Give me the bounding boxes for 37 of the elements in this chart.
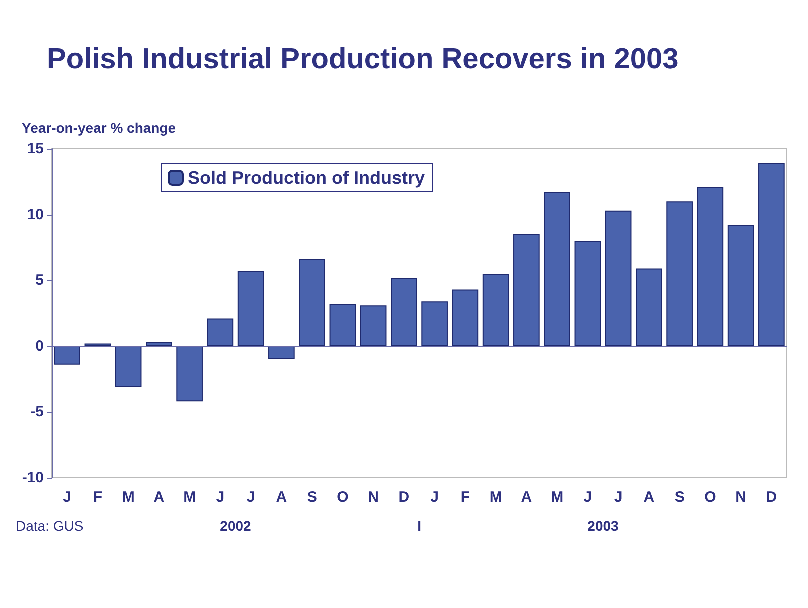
x-tick-label: A — [644, 489, 655, 506]
x-tick-label: J — [584, 489, 592, 506]
text: 2002 — [220, 518, 252, 534]
x-tick-label: J — [614, 489, 623, 506]
x-tick-label: M — [490, 489, 502, 506]
y-tick-label: -5 — [30, 404, 44, 421]
x-tick-label: M — [551, 489, 564, 506]
text: 2003 — [588, 518, 620, 534]
x-tick-label: S — [674, 489, 685, 506]
x-tick-label: A — [276, 489, 288, 506]
x-tick-label: N — [736, 489, 746, 506]
chart-title: Polish Industrial Production Recovers in 2003 — [47, 44, 679, 76]
x-tick-label: J — [216, 489, 225, 506]
x-tick-label: D — [766, 489, 778, 506]
x-tick-label: A — [154, 489, 165, 506]
y-tick-label: -10 — [22, 470, 44, 486]
x-tick-label: N — [368, 489, 379, 506]
x-tick-label: M — [184, 489, 196, 506]
x-tick-label: S — [307, 489, 318, 506]
x-tick-label: J — [430, 489, 439, 506]
y-tick-label: 5 — [36, 272, 44, 290]
y-tick-label: 10 — [27, 206, 44, 224]
x-tick-label: O — [704, 489, 717, 506]
x-tick-label: F — [460, 489, 470, 506]
x-tick-label: J — [246, 489, 256, 506]
y-tick-label: 0 — [36, 338, 44, 355]
y-tick-label: 15 — [27, 140, 44, 158]
y-axis-title: Year-on-year % change — [22, 120, 176, 136]
x-tick-label: O — [337, 489, 350, 506]
x-tick-label: F — [93, 489, 103, 506]
text: I — [418, 518, 422, 534]
x-tick-label: J — [63, 489, 72, 506]
text: Data: GUS — [16, 518, 84, 534]
x-tick-label: M — [122, 489, 135, 506]
x-tick-label: D — [398, 489, 410, 506]
x-tick-label: A — [521, 489, 532, 506]
legend-label: Sold Production of Industry — [188, 168, 425, 188]
